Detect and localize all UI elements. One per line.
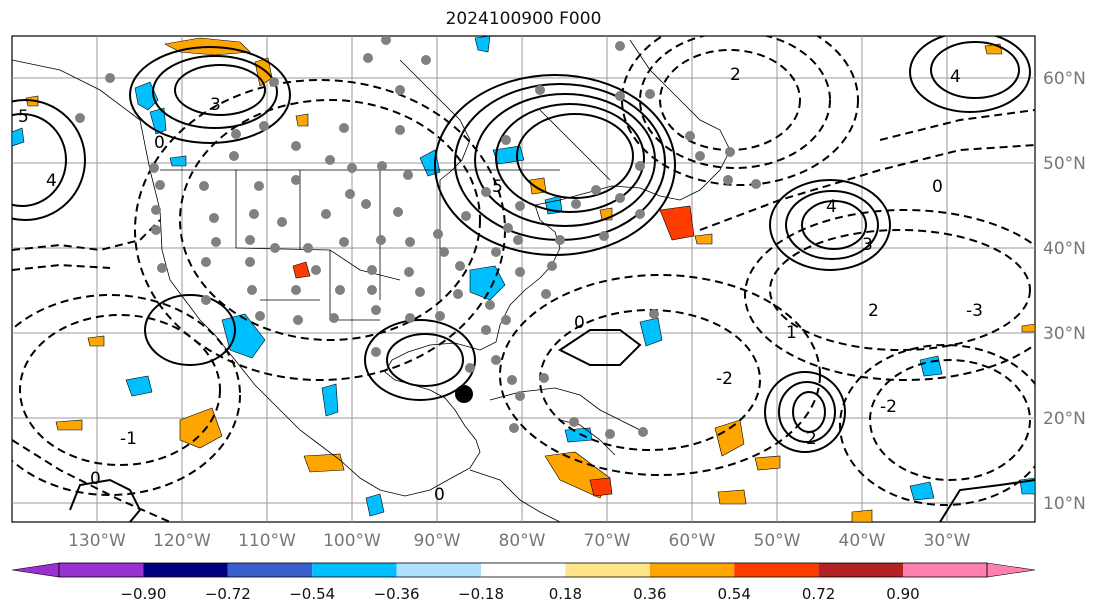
contour-label: -2: [716, 369, 733, 389]
colorbar-segment: [565, 563, 650, 577]
contour-label: 0: [154, 133, 165, 153]
lon-label: 120°W: [153, 531, 211, 551]
colorbar: −0.90 −0.72 −0.54 −0.36 −0.18 0.18 0.36 …: [11, 562, 1036, 603]
dashed-contours: [12, 36, 1035, 522]
lat-label: 20°N: [1043, 409, 1086, 429]
solid-contours: [12, 36, 1035, 522]
lat-label: 10°N: [1043, 494, 1086, 514]
longitude-labels: 130°W 120°W 110°W 100°W 90°W 80°W 70°W 6…: [68, 531, 971, 551]
contour-label: 5: [492, 177, 503, 197]
lon-label: 130°W: [68, 531, 126, 551]
lon-label: 30°W: [924, 531, 971, 551]
contour-label: 2: [868, 301, 879, 321]
lon-label: 40°W: [839, 531, 886, 551]
lon-label: 70°W: [584, 531, 631, 551]
contour-label: 4: [46, 171, 57, 191]
colorbar-tick: 0.18: [549, 585, 582, 603]
colorbar-segment: [396, 563, 481, 577]
colorbar-tick: 0.36: [633, 585, 666, 603]
contour-label: 2: [730, 65, 741, 85]
cyclone-marker: [455, 385, 473, 403]
map-title: 2024100900 F000: [445, 9, 602, 29]
colorbar-segment: [312, 563, 397, 577]
lat-label: 50°N: [1043, 154, 1086, 174]
colorbar-extend-max: [986, 562, 1036, 578]
contour-label: 5: [18, 107, 29, 127]
contour-label: 3: [210, 95, 221, 115]
colorbar-tick: −0.36: [374, 585, 420, 603]
map-panel: 5 3 4 3 4 5 4 0 0 2 -3 0 1 -2 2 -1 0 0 -…: [11, 35, 1036, 523]
colorbar-tick: 0.54: [717, 585, 750, 603]
contour-label: 4: [826, 197, 837, 217]
colorbar-segment: [59, 563, 144, 577]
lat-label: 30°N: [1043, 324, 1086, 344]
colorbar-tick: −0.18: [458, 585, 504, 603]
lon-label: 60°W: [669, 531, 716, 551]
contour-label: -1: [120, 429, 137, 449]
contour-label: 2: [806, 429, 817, 449]
latitude-labels: 60°N 50°N 40°N 30°N 20°N 10°N: [1043, 69, 1086, 514]
contour-label: 1: [786, 323, 797, 343]
lat-label: 60°N: [1043, 69, 1086, 89]
lon-label: 80°W: [499, 531, 546, 551]
colorbar-segment: [481, 563, 566, 577]
colorbar-extend-min: [11, 562, 60, 578]
contour-label: 4: [950, 67, 961, 87]
contour-label: 3: [862, 235, 873, 255]
lon-label: 110°W: [238, 531, 296, 551]
lat-label: 40°N: [1043, 239, 1086, 259]
colorbar-tick: 0.72: [802, 585, 835, 603]
colorbar-segment: [649, 563, 735, 577]
lon-label: 50°W: [754, 531, 801, 551]
contour-label: 0: [434, 485, 445, 505]
lon-label: 90°W: [414, 531, 461, 551]
colorbar-segment: [818, 563, 903, 577]
contour-labels: 5 3 4 3 4 5 4 0 0 2 -3 0 1 -2 2 -1 0 0 -…: [18, 65, 983, 505]
colorbar-segment: [143, 563, 228, 577]
colorbar-ticks: −0.90 −0.72 −0.54 −0.36 −0.18 0.18 0.36 …: [120, 585, 919, 603]
colorbar-segment: [227, 563, 313, 577]
colorbar-segment: [734, 563, 819, 577]
contour-label: -3: [966, 301, 983, 321]
contour-label: 0: [574, 313, 585, 333]
colorbar-tick: −0.54: [289, 585, 335, 603]
colorbar-tick: −0.72: [205, 585, 251, 603]
contour-label: 0: [90, 469, 101, 489]
colorbar-segment: [903, 563, 987, 577]
contour-label: 0: [932, 177, 943, 197]
lon-label: 100°W: [323, 531, 381, 551]
colorbar-tick: −0.90: [120, 585, 166, 603]
station-dots: [75, 36, 761, 439]
colorbar-tick: 0.90: [886, 585, 919, 603]
contour-label: -2: [880, 397, 897, 417]
